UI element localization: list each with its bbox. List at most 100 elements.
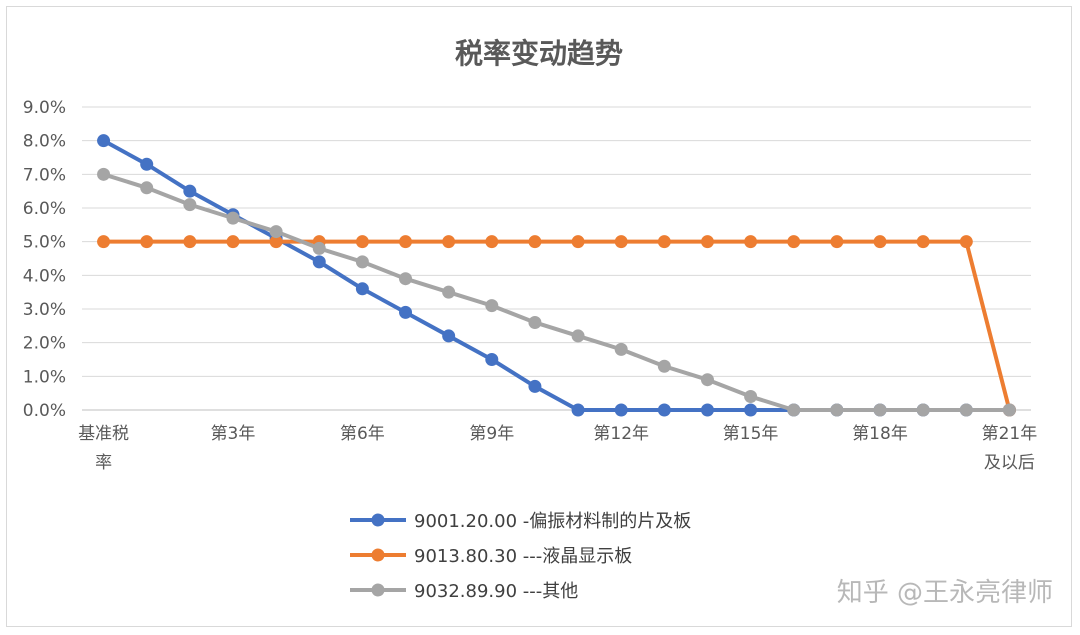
- data-point: [873, 403, 887, 417]
- data-point: [744, 390, 758, 404]
- data-point: [614, 342, 628, 356]
- legend-marker: [371, 513, 385, 527]
- data-point: [571, 329, 585, 343]
- x-tick-label: 第15年: [723, 424, 779, 444]
- legend-item: 9013.80.30 ---液晶显示板: [350, 546, 632, 567]
- data-point: [485, 353, 499, 366]
- data-point: [312, 241, 326, 255]
- x-tick-label-line: 率: [95, 453, 112, 473]
- data-point: [399, 272, 413, 286]
- data-point: [873, 235, 887, 249]
- data-point: [528, 235, 542, 249]
- data-point: [700, 373, 714, 387]
- data-point: [744, 403, 758, 417]
- data-point: [614, 403, 628, 417]
- x-tick-label-line: 第15年: [723, 424, 779, 444]
- data-point: [485, 299, 499, 313]
- data-point: [140, 181, 154, 195]
- x-tick-label-line: 第9年: [469, 424, 514, 444]
- x-tick-label: 基准税率: [78, 424, 129, 473]
- data-point: [226, 211, 240, 225]
- x-tick-label: 第6年: [340, 424, 385, 444]
- data-point: [959, 235, 973, 249]
- data-point: [97, 235, 111, 249]
- data-point: [571, 235, 585, 249]
- watermark-text: 知乎 @王永亮律师: [837, 578, 1053, 608]
- series-line: [103, 239, 1012, 411]
- legend-item: 9032.89.90 ---其他: [350, 581, 578, 602]
- data-point: [140, 157, 154, 171]
- data-point: [700, 403, 714, 417]
- legend-marker: [371, 548, 385, 562]
- chart-frame: 税率变动趋势 0.0% 1.0% 2.0% 3.0% 4.0% 5.0% 6.0% 7.0% 8…: [6, 6, 1072, 627]
- data-point: [183, 235, 197, 249]
- y-tick-label: 8.0%: [23, 132, 66, 152]
- data-point: [355, 282, 369, 296]
- data-point: [700, 235, 714, 249]
- y-tick-label: 4.0%: [23, 266, 66, 286]
- data-point: [312, 255, 326, 269]
- y-tick-label: 0.0%: [23, 401, 66, 421]
- data-point: [355, 255, 369, 269]
- data-point: [399, 235, 413, 249]
- data-point: [657, 235, 671, 249]
- legend-item: 9001.20.00 -偏振材料制的片及板: [350, 511, 691, 532]
- data-point: [226, 235, 240, 249]
- x-tick-label: 第18年: [852, 424, 908, 444]
- y-tick-label: 7.0%: [23, 165, 66, 185]
- data-point: [97, 134, 111, 148]
- data-point: [97, 167, 111, 181]
- y-tick-label: 5.0%: [23, 233, 66, 253]
- x-tick-label: 第9年: [469, 424, 514, 444]
- x-tick-label: 第12年: [593, 424, 649, 444]
- x-tick-label-line: 及以后: [984, 453, 1035, 473]
- data-point: [355, 235, 369, 249]
- data-point: [528, 315, 542, 329]
- data-point: [657, 359, 671, 373]
- chart-title: 税率变动趋势: [455, 37, 623, 70]
- data-point: [614, 235, 628, 249]
- y-tick-label: 2.0%: [23, 334, 66, 354]
- data-point: [916, 235, 930, 249]
- legend-label: 9013.80.30 ---液晶显示板: [414, 546, 632, 567]
- data-point: [399, 305, 413, 319]
- x-axis-ticks: 基准税率 第3年 第6年 第9年 第12年 第15年 第18年 第21年及以后: [78, 424, 1037, 473]
- series-group: [97, 134, 1016, 417]
- x-tick-label-line: 第21年: [982, 424, 1038, 444]
- y-tick-label: 1.0%: [23, 367, 66, 387]
- data-point: [830, 403, 844, 417]
- y-tick-label: 9.0%: [23, 98, 66, 118]
- data-point: [787, 403, 801, 417]
- x-tick-label-line: 第18年: [852, 424, 908, 444]
- x-tick-label-line: 第12年: [593, 424, 649, 444]
- data-point: [528, 379, 542, 393]
- x-tick-label-line: 基准税: [78, 424, 129, 444]
- data-point: [442, 235, 456, 249]
- data-point: [916, 403, 930, 417]
- data-point: [571, 403, 585, 417]
- series-line: [102, 172, 1010, 412]
- data-point: [744, 235, 758, 249]
- legend-label: 9032.89.90 ---其他: [414, 581, 578, 602]
- legend-label: 9001.20.00 -偏振材料制的片及板: [414, 511, 691, 532]
- series-3: [97, 167, 1016, 417]
- data-point: [442, 285, 456, 299]
- line-chart: 税率变动趋势 0.0% 1.0% 2.0% 3.0% 4.0% 5.0% 6.0% 7.0% 8…: [23, 37, 1053, 608]
- data-point: [485, 235, 499, 249]
- x-tick-label-line: 第3年: [211, 424, 256, 444]
- data-point: [269, 225, 283, 239]
- data-point: [140, 235, 154, 249]
- data-point: [183, 184, 197, 198]
- x-tick-label: 第3年: [211, 424, 256, 444]
- y-tick-label: 3.0%: [23, 300, 66, 320]
- data-point: [1002, 403, 1016, 417]
- data-point: [787, 235, 801, 249]
- data-point: [830, 235, 844, 249]
- data-point: [183, 198, 197, 212]
- y-axis-ticks: 0.0% 1.0% 2.0% 3.0% 4.0% 5.0% 6.0% 7.0% 8.0% 9.0%: [23, 98, 66, 421]
- data-point: [657, 403, 671, 417]
- x-tick-label: 第21年及以后: [982, 424, 1038, 473]
- y-tick-label: 6.0%: [23, 199, 66, 219]
- gridlines: [82, 106, 1031, 411]
- data-point: [442, 329, 456, 343]
